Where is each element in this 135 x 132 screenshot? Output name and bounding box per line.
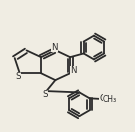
Text: S: S (16, 72, 21, 81)
Text: S: S (42, 90, 48, 99)
Text: N: N (51, 43, 58, 52)
Text: N: N (70, 66, 77, 75)
Text: CH₃: CH₃ (103, 95, 117, 103)
Text: O: O (99, 94, 106, 103)
